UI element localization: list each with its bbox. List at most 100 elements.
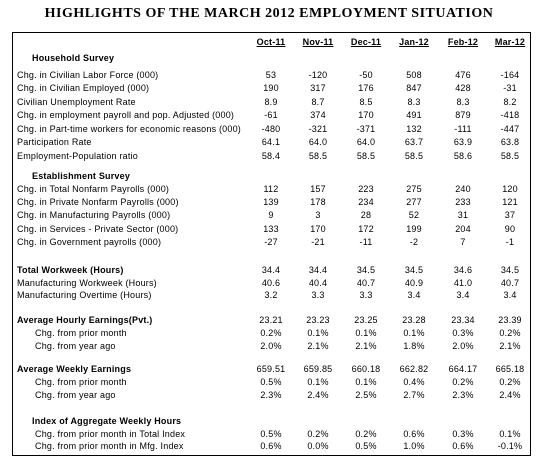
cell-value: 847 — [406, 83, 422, 93]
cell-value: 0.5% — [260, 377, 282, 387]
cell-value: 234 — [358, 197, 374, 207]
cell-value: 2.3% — [260, 390, 282, 400]
table-frame — [12, 32, 531, 456]
cell-value: 0.2% — [499, 328, 521, 338]
cell-value: 0.1% — [355, 377, 377, 387]
cell-value: 40.4 — [308, 278, 328, 288]
row-label: Average Hourly Earnings(Pvt.) — [17, 315, 153, 325]
cell-value: 0.2% — [307, 429, 329, 439]
cell-value: 34.4 — [261, 265, 281, 275]
row-label: Chg. from prior month — [35, 377, 127, 387]
cell-value: 172 — [358, 224, 374, 234]
row-label: Chg. in Private Nonfarm Payrolls (000) — [17, 197, 179, 207]
cell-value: 3.3 — [311, 290, 325, 300]
cell-value: 64.1 — [261, 137, 281, 147]
cell-value: 2.0% — [452, 341, 474, 351]
cell-value: 659.85 — [303, 364, 333, 374]
row-label: Chg. in Total Nonfarm Payrolls (000) — [17, 184, 170, 194]
cell-value: 52 — [408, 210, 420, 220]
cell-value: 660.18 — [351, 364, 381, 374]
cell-value: 665.18 — [495, 364, 525, 374]
cell-value: -164 — [500, 70, 520, 80]
title: HIGHLIGHTS OF THE MARCH 2012 EMPLOYMENT … — [44, 6, 494, 21]
cell-value: 34.5 — [404, 265, 424, 275]
cell-value: 178 — [310, 197, 326, 207]
column-header: Oct-11 — [256, 37, 286, 47]
row-label: Chg. in Government payrolls (000) — [17, 237, 162, 247]
cell-value: 0.6% — [452, 441, 474, 451]
cell-value: 40.7 — [500, 278, 520, 288]
cell-value: 58.6 — [453, 151, 473, 161]
cell-value: -61 — [264, 110, 278, 120]
cell-value: 64.0 — [308, 137, 328, 147]
row-label: Participation Rate — [17, 137, 92, 147]
column-header: Nov-11 — [302, 37, 334, 47]
cell-value: 1.8% — [403, 341, 425, 351]
column-header: Mar-12 — [494, 37, 526, 47]
cell-value: 63.7 — [404, 137, 424, 147]
cell-value: 0.2% — [260, 328, 282, 338]
cell-value: 476 — [455, 70, 471, 80]
section-heading: Establishment Survey — [32, 171, 131, 181]
cell-value: 3.2 — [264, 290, 278, 300]
cell-value: 58.5 — [500, 151, 520, 161]
cell-value: 34.4 — [308, 265, 328, 275]
cell-value: 0.4% — [403, 377, 425, 387]
cell-value: 0.1% — [307, 328, 329, 338]
cell-value: -1 — [505, 237, 515, 247]
cell-value: 23.39 — [498, 315, 522, 325]
cell-value: -111 — [454, 124, 472, 134]
cell-value: 2.7% — [403, 390, 425, 400]
row-label: Chg. in Services - Private Sector (000) — [17, 224, 179, 234]
cell-value: 8.9 — [264, 97, 278, 107]
cell-value: 428 — [455, 83, 471, 93]
cell-value: 240 — [455, 184, 471, 194]
cell-value: 139 — [263, 197, 279, 207]
cell-value: 53 — [265, 70, 277, 80]
cell-value: 204 — [455, 224, 471, 234]
cell-value: 0.3% — [452, 328, 474, 338]
cell-value: -418 — [500, 110, 520, 120]
cell-value: 7 — [460, 237, 466, 247]
cell-value: 0.0% — [307, 441, 329, 451]
cell-value: 0.1% — [403, 328, 425, 338]
cell-value: 2.5% — [355, 390, 377, 400]
cell-value: 0.5% — [355, 441, 377, 451]
cell-value: 34.5 — [356, 265, 376, 275]
cell-value: 120 — [502, 184, 518, 194]
row-label: Chg. in Part-time workers for economic r… — [17, 124, 241, 134]
cell-value: 491 — [406, 110, 422, 120]
cell-value: 132 — [406, 124, 422, 134]
cell-value: 34.5 — [500, 265, 520, 275]
cell-value: 3.4 — [456, 290, 470, 300]
cell-value: 58.5 — [308, 151, 328, 161]
cell-value: 233 — [455, 197, 471, 207]
row-label: Average Weekly Earnings — [17, 364, 132, 374]
cell-value: 170 — [310, 224, 326, 234]
cell-value: 3.4 — [503, 290, 517, 300]
cell-value: 58.4 — [261, 151, 281, 161]
cell-value: 3.4 — [407, 290, 421, 300]
cell-value: 0.1% — [307, 377, 329, 387]
cell-value: 31 — [457, 210, 469, 220]
row-label: Chg. from year ago — [35, 390, 116, 400]
cell-value: 176 — [358, 83, 374, 93]
column-header: Jan-12 — [399, 37, 429, 47]
cell-value: 0.1% — [499, 429, 521, 439]
cell-value: 23.34 — [451, 315, 475, 325]
cell-value: 2.1% — [355, 341, 377, 351]
cell-value: -11 — [359, 237, 373, 247]
cell-value: -120 — [308, 70, 328, 80]
cell-value: 1.0% — [403, 441, 425, 451]
cell-value: 8.2 — [503, 97, 517, 107]
cell-value: -21 — [311, 237, 325, 247]
cell-value: 223 — [358, 184, 374, 194]
cell-value: 8.5 — [359, 97, 373, 107]
cell-value: 28 — [360, 210, 372, 220]
cell-value: 659.51 — [256, 364, 286, 374]
column-header: Feb-12 — [447, 37, 479, 47]
cell-value: 63.9 — [453, 137, 473, 147]
cell-value: -2 — [409, 237, 419, 247]
cell-value: 190 — [263, 83, 279, 93]
